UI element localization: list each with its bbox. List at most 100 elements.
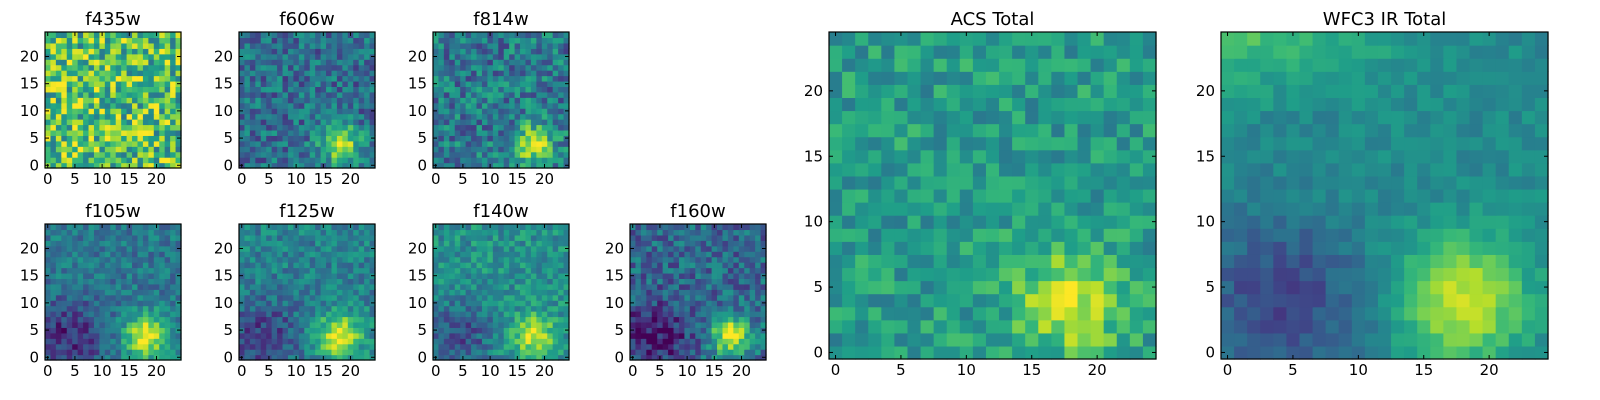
heatmap-cell xyxy=(492,294,499,301)
heatmap-cell xyxy=(449,300,456,307)
heatmap-cell xyxy=(678,272,685,279)
heatmap-cell xyxy=(481,229,488,236)
heatmap-cell xyxy=(760,343,767,350)
heatmap-cell xyxy=(525,129,532,136)
heatmap-cell xyxy=(153,108,160,115)
heatmap-cell xyxy=(651,354,658,361)
heatmap-cell xyxy=(1038,332,1052,347)
heatmap-cell xyxy=(541,146,548,153)
heatmap-cell xyxy=(651,256,658,263)
heatmap-cell xyxy=(255,70,262,77)
heatmap-cell xyxy=(481,283,488,290)
heatmap-cell xyxy=(115,32,122,39)
heatmap-cell xyxy=(829,332,843,347)
heatmap-cell xyxy=(244,224,251,231)
heatmap-cell xyxy=(558,64,565,71)
heatmap-cell xyxy=(83,272,90,279)
heatmap-cell xyxy=(487,140,494,147)
heatmap-cell xyxy=(364,124,371,131)
heatmap-cell xyxy=(689,283,696,290)
heatmap-cell xyxy=(503,42,510,49)
heatmap-cell xyxy=(536,80,543,87)
heatmap-cell xyxy=(684,251,691,258)
heatmap-cell xyxy=(148,332,155,339)
heatmap-cell xyxy=(727,316,734,323)
heatmap-cell xyxy=(744,251,751,258)
heatmap-cell xyxy=(717,316,724,323)
heatmap-cell xyxy=(255,108,262,115)
heatmap-cell xyxy=(45,267,52,274)
heatmap-cell xyxy=(972,241,987,255)
heatmap-cell xyxy=(164,124,171,131)
heatmap-cell xyxy=(326,240,333,247)
heatmap-cell xyxy=(369,119,376,126)
heatmap-cell xyxy=(558,272,565,279)
heatmap-cell xyxy=(137,135,144,142)
heatmap-cell xyxy=(855,332,869,347)
heatmap-cell xyxy=(159,327,166,334)
heatmap-cell xyxy=(443,157,450,164)
heatmap-cell xyxy=(1064,228,1079,242)
heatmap-cell xyxy=(153,59,160,66)
heatmap-cell xyxy=(536,86,543,93)
heatmap-cell xyxy=(503,262,510,269)
heatmap-cell xyxy=(1129,215,1144,229)
heatmap-cell xyxy=(175,278,182,285)
heatmap-cell xyxy=(733,294,740,301)
heatmap-cell xyxy=(552,64,559,71)
heatmap-cell xyxy=(170,75,177,82)
heatmap-cell xyxy=(115,162,122,169)
heatmap-cell xyxy=(541,113,548,120)
heatmap-cell xyxy=(93,251,100,258)
heatmap-cell xyxy=(471,146,478,153)
heatmap-cell xyxy=(829,306,843,321)
heatmap-cell xyxy=(277,300,284,307)
heatmap-cell xyxy=(336,124,343,131)
heatmap-cell xyxy=(552,32,559,39)
heatmap-cell xyxy=(320,53,327,60)
heatmap-cell xyxy=(514,294,521,301)
heatmap-cell xyxy=(842,202,856,216)
heatmap-cell xyxy=(342,251,349,258)
heatmap-cell xyxy=(315,294,322,301)
heatmap-cell xyxy=(104,86,111,93)
heatmap-cell xyxy=(326,59,333,66)
heatmap-cell xyxy=(438,91,445,98)
heatmap-cell xyxy=(476,272,483,279)
heatmap-cell xyxy=(509,300,516,307)
heatmap-cell xyxy=(1077,162,1092,177)
heatmap-cell xyxy=(164,224,171,231)
heatmap-cell xyxy=(336,289,343,296)
heatmap-cell xyxy=(358,294,365,301)
heatmap-cell xyxy=(271,343,278,350)
heatmap-cell xyxy=(454,332,461,339)
heatmap-cell xyxy=(148,135,155,142)
heatmap-cell xyxy=(315,102,322,109)
heatmap-cell xyxy=(498,102,505,109)
heatmap-cell xyxy=(83,338,90,345)
heatmap-cell xyxy=(315,316,322,323)
heatmap-cell xyxy=(503,129,510,136)
heatmap-cell xyxy=(249,327,256,334)
heatmap-cell xyxy=(175,283,182,290)
heatmap-cell xyxy=(558,32,565,39)
heatmap-cell xyxy=(83,321,90,328)
heatmap-cell xyxy=(530,251,537,258)
heatmap-cell xyxy=(93,338,100,345)
heatmap-cell xyxy=(635,278,642,285)
heatmap-cell xyxy=(298,129,305,136)
heatmap-cell xyxy=(342,59,349,66)
heatmap-cell xyxy=(148,32,155,39)
heatmap-cell xyxy=(509,283,516,290)
heatmap-cell xyxy=(287,251,294,258)
heatmap-cell xyxy=(552,80,559,87)
heatmap-cell xyxy=(142,157,149,164)
heatmap-cell xyxy=(465,129,472,136)
heatmap-cell xyxy=(454,129,461,136)
heatmap-cell xyxy=(894,267,909,282)
heatmap-cell xyxy=(547,129,554,136)
heatmap-cell xyxy=(309,294,316,301)
heatmap-cell xyxy=(894,345,909,360)
heatmap-cell xyxy=(93,300,100,307)
heatmap-cell xyxy=(164,316,171,323)
